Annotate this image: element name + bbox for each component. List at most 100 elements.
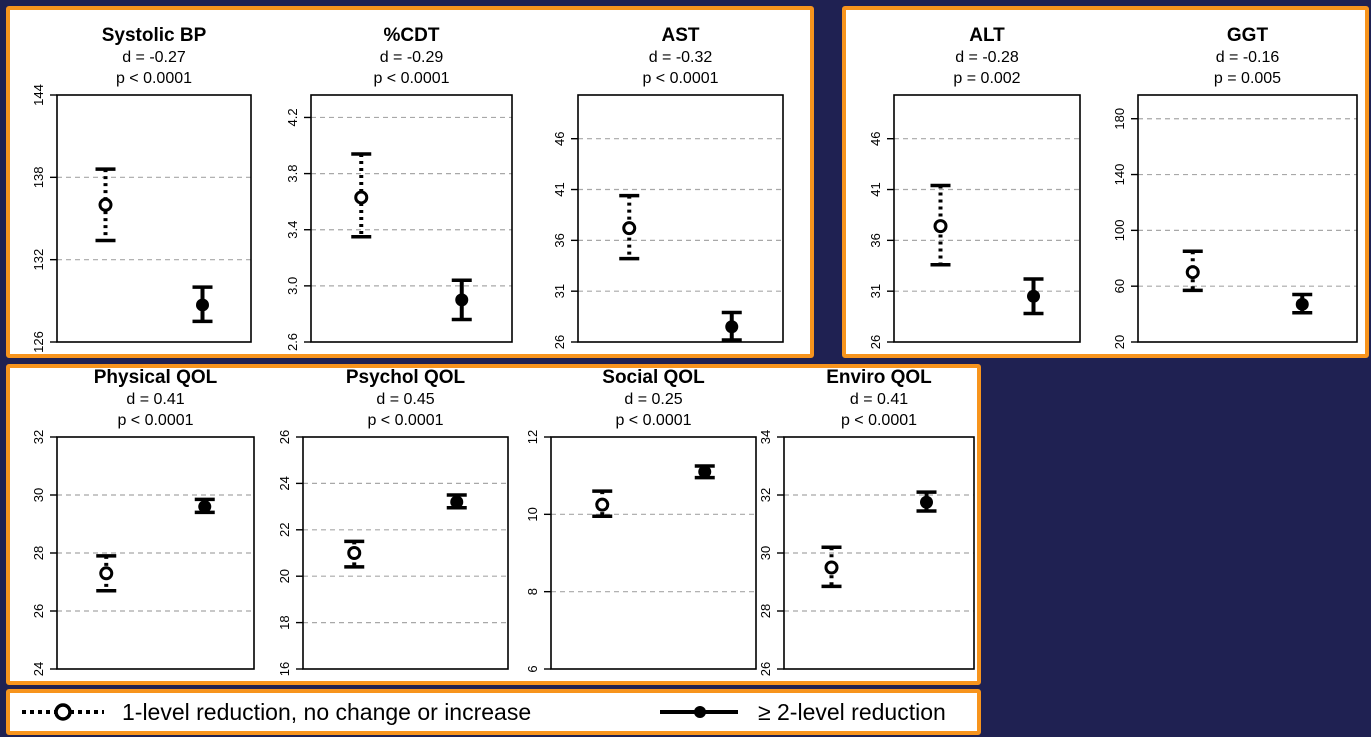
y-tick-label: 24	[277, 476, 292, 490]
chart-effect-size: d = -0.28	[955, 49, 1019, 66]
point-open	[1185, 265, 1200, 280]
point-filled	[920, 495, 933, 509]
point-open	[933, 219, 948, 234]
y-tick-label: 144	[31, 84, 46, 106]
plot-frame	[893, 94, 1081, 343]
chart-effect-size: d = -0.16	[1216, 49, 1280, 66]
point-filled	[698, 465, 712, 479]
y-tick-label: 138	[31, 166, 46, 188]
plot-frame	[550, 436, 757, 670]
legend-open-marker	[22, 703, 104, 721]
chart-p-value: p = 0.002	[953, 70, 1020, 87]
y-tick-label: 31	[552, 284, 567, 298]
point-open	[622, 221, 637, 236]
chart-p-value: p < 0.0001	[367, 412, 443, 429]
y-tick-label: 20	[277, 569, 292, 583]
y-tick-label: 2.6	[285, 333, 300, 351]
plot-frame	[310, 94, 513, 343]
y-tick-label: 22	[277, 523, 292, 537]
y-tick-label: 8	[525, 588, 540, 595]
y-tick-label: 28	[31, 546, 46, 560]
chart-2: AST d = -0.32 p < 0.0001 26 31 36 41 46	[552, 25, 784, 349]
plot-frame	[56, 94, 252, 343]
y-tick-label: 20	[1112, 335, 1127, 349]
point-open	[824, 560, 839, 575]
point-open	[347, 546, 362, 560]
chart-p-value: p < 0.0001	[615, 412, 691, 429]
point-filled	[455, 293, 469, 307]
chart-p-value: p < 0.0001	[117, 412, 193, 429]
y-tick-label: 4.2	[285, 108, 300, 126]
chart-title: Physical QOL	[94, 367, 218, 388]
panel-qol	[6, 364, 981, 685]
y-tick-label: 10	[525, 507, 540, 521]
legend: 1-level reduction, no change or increase…	[6, 689, 981, 735]
y-tick-label: 26	[868, 335, 883, 349]
point-filled	[198, 500, 212, 514]
chart-effect-size: d = -0.32	[649, 49, 713, 66]
y-tick-label: 24	[31, 662, 46, 676]
point-open	[98, 197, 113, 212]
y-tick-label: 132	[31, 249, 46, 271]
chart-effect-size: d = 0.45	[376, 391, 434, 408]
chart-7: Social QOL d = 0.25 p < 0.0001 6 8 10 12	[525, 367, 757, 673]
point-open	[354, 190, 369, 205]
chart-6: Psychol QOL d = 0.45 p < 0.0001 16 18 20 22 24 2…	[277, 367, 509, 676]
chart-effect-size: d = -0.29	[380, 49, 444, 66]
plot-frame	[302, 436, 509, 670]
chart-title: Enviro QOL	[826, 367, 932, 388]
chart-5: Physical QOL d = 0.41 p < 0.0001 24 26 28 30 32	[31, 367, 255, 676]
y-tick-label: 28	[758, 604, 773, 618]
legend-filled-marker	[660, 706, 738, 718]
y-tick-label: 41	[552, 182, 567, 196]
y-tick-label: 36	[552, 233, 567, 247]
chart-effect-size: d = 0.41	[126, 391, 184, 408]
chart-title: ALT	[969, 25, 1005, 46]
y-tick-label: 36	[868, 233, 883, 247]
y-tick-label: 18	[277, 615, 292, 629]
y-tick-label: 46	[868, 131, 883, 145]
plot-frame	[577, 94, 784, 343]
point-filled	[196, 298, 209, 312]
point-open	[595, 497, 610, 512]
y-tick-label: 12	[525, 430, 540, 444]
chart-effect-size: d = 0.41	[850, 391, 908, 408]
y-tick-label: 26	[31, 604, 46, 618]
legend-filled-label: ≥ 2-level reduction	[758, 698, 946, 725]
chart-title: Social QOL	[602, 367, 705, 388]
y-tick-label: 31	[868, 284, 883, 298]
chart-title: Psychol QOL	[346, 367, 466, 388]
chart-0: Systolic BP d = -0.27 p < 0.0001 126 132 138 1…	[31, 25, 252, 353]
point-filled	[1027, 289, 1040, 303]
chart-p-value: p < 0.0001	[116, 70, 192, 87]
point-open	[99, 566, 114, 581]
y-tick-label: 26	[758, 662, 773, 676]
plot-frame	[1137, 94, 1358, 343]
y-tick-label: 32	[758, 488, 773, 502]
chart-title: GGT	[1227, 25, 1269, 46]
y-tick-label: 34	[758, 430, 773, 444]
y-tick-label: 60	[1112, 279, 1127, 293]
y-tick-label: 41	[868, 182, 883, 196]
y-tick-label: 26	[277, 430, 292, 444]
y-tick-label: 3.8	[285, 165, 300, 183]
panel-liver-bp	[6, 6, 814, 358]
y-tick-label: 100	[1112, 220, 1127, 242]
legend-item-filled: ≥ 2-level reduction	[658, 693, 946, 731]
chart-title: AST	[662, 25, 700, 46]
y-tick-label: 6	[525, 665, 540, 672]
chart-effect-size: d = -0.27	[122, 49, 186, 66]
y-tick-label: 126	[31, 331, 46, 353]
panel-liver-enzymes	[842, 6, 1369, 358]
y-tick-label: 32	[31, 430, 46, 444]
chart-p-value: p < 0.0001	[373, 70, 449, 87]
point-filled	[1295, 297, 1309, 311]
chart-effect-size: d = 0.25	[624, 391, 682, 408]
point-filled	[450, 495, 464, 509]
chart-title: Systolic BP	[102, 25, 207, 46]
y-tick-label: 16	[277, 662, 292, 676]
legend-open-label: 1-level reduction, no change or increase	[122, 698, 532, 725]
chart-3: ALT d = -0.28 p = 0.002 26 31 36 41 46	[868, 25, 1081, 349]
y-tick-label: 26	[552, 335, 567, 349]
